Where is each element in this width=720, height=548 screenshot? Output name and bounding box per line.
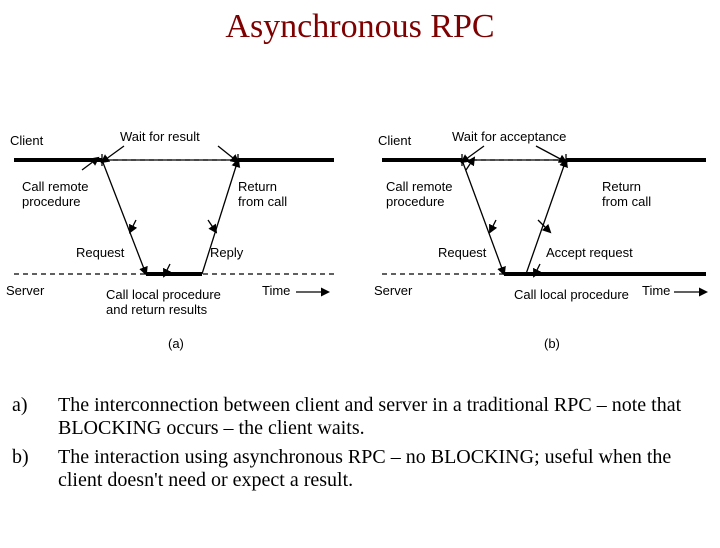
slide-title: Asynchronous RPC	[0, 8, 720, 46]
note-b-letter: b)	[12, 446, 58, 492]
panel-b-caption: (b)	[544, 336, 560, 351]
notes-list: a) The interconnection between client an…	[12, 388, 712, 492]
diagram-area: Client Wait for result Call remote proce…	[6, 98, 714, 358]
note-a-letter: a)	[12, 394, 58, 440]
note-a-text: The interconnection between client and s…	[58, 394, 712, 440]
timing-diagram-svg	[6, 98, 714, 358]
note-b-text: The interaction using asynchronous RPC –…	[58, 446, 712, 492]
note-a: a) The interconnection between client an…	[12, 394, 712, 440]
note-b: b) The interaction using asynchronous RP…	[12, 446, 712, 492]
panel-a-caption: (a)	[168, 336, 184, 351]
